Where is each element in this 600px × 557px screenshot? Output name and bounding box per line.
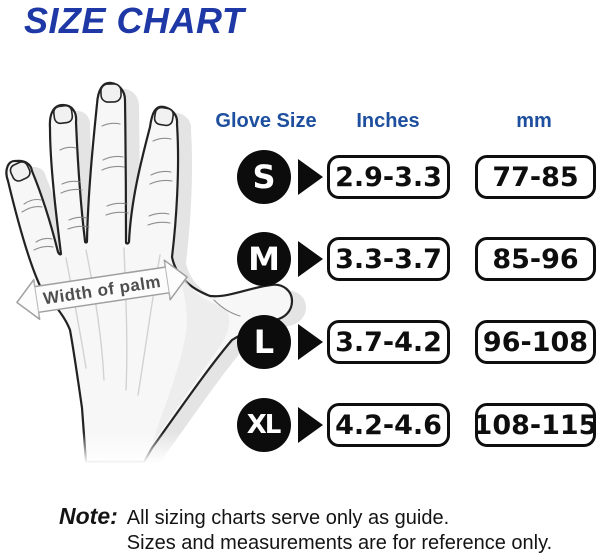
arrow-right-icon <box>298 159 323 195</box>
note-line-2: Sizes and measurements are for reference… <box>126 532 553 554</box>
mm-value-xl: 108-115 <box>474 403 597 447</box>
note-line-1: All sizing charts serve only as guide. <box>126 507 450 529</box>
mm-value-s: 77-85 <box>475 155 596 199</box>
inches-value-l: 3.7-4.2 <box>327 320 450 364</box>
page-title: SIZE CHART <box>24 0 245 41</box>
note-text: All sizing charts serve only as guide. S… <box>127 506 552 556</box>
fingernail-ring <box>52 104 74 125</box>
note: Note: All sizing charts serve only as gu… <box>59 503 552 556</box>
size-badge-m: M <box>237 232 291 286</box>
hand-shading <box>152 264 230 444</box>
size-badge-s: S <box>237 150 291 204</box>
note-label: Note: <box>59 503 118 529</box>
size-row-l: L 3.7-4.2 96-108 <box>237 314 597 370</box>
hand-tendons <box>65 247 161 396</box>
size-badge-l: L <box>237 315 291 369</box>
arrow-right-icon <box>298 324 323 360</box>
inches-value-m: 3.3-3.7 <box>327 237 450 281</box>
column-header-inches: Inches <box>356 110 420 132</box>
arrow-right-icon <box>298 407 323 443</box>
mm-value-m: 85-96 <box>475 237 596 281</box>
inches-value-xl: 4.2-4.6 <box>327 403 450 447</box>
finger-wrinkles <box>21 122 241 317</box>
size-badge-xl: XL <box>237 398 291 452</box>
hand-illustration: Width of palm <box>5 81 306 468</box>
ribbon-fold-lines <box>33 262 171 318</box>
fingernail-middle <box>100 83 122 103</box>
arrow-right-icon <box>298 241 323 277</box>
mm-value-l: 96-108 <box>475 320 596 364</box>
fingernail-pinky <box>9 161 31 182</box>
fingernail-index <box>153 106 175 127</box>
column-header-glove-size: Glove Size <box>215 110 317 132</box>
size-row-s: S 2.9-3.3 77-85 <box>237 149 597 205</box>
column-header-mm: mm <box>516 110 552 132</box>
inches-value-s: 2.9-3.3 <box>327 155 450 199</box>
size-row-xl: XL 4.2-4.6 108-115 <box>237 397 597 453</box>
size-row-m: M 3.3-3.7 85-96 <box>237 231 597 287</box>
